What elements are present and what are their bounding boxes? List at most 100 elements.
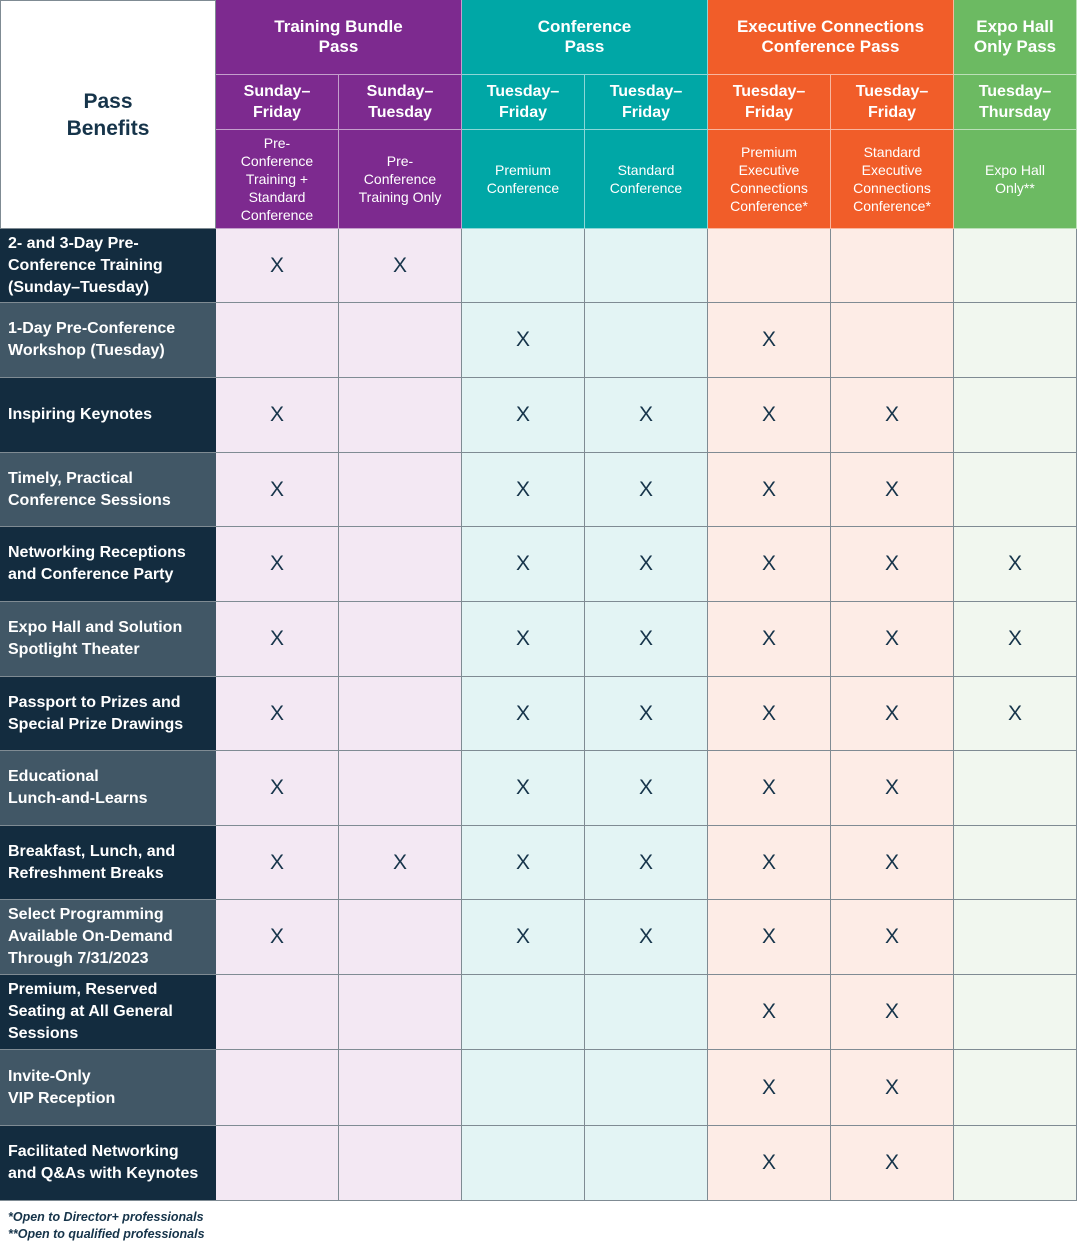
- included-mark: X: [392, 850, 407, 874]
- pass-description: Standard Executive Connections Conference*: [831, 130, 954, 229]
- pass-description-text-line: Conference: [240, 207, 314, 223]
- benefit-cell: [954, 751, 1077, 826]
- benefit-cell: [954, 900, 1077, 975]
- included-mark: X: [1007, 627, 1022, 650]
- pass-description-text-line: Conference: [609, 180, 683, 196]
- pass-dates-text: Sunday– Friday: [244, 81, 311, 123]
- pass-title: Executive Connections Conference Pass: [737, 17, 924, 57]
- included-mark: X: [515, 627, 530, 650]
- benefit-label-text: Invite-Only VIP Reception: [8, 1066, 115, 1110]
- included-mark: X: [884, 1075, 899, 1099]
- benefit-label: Educational Lunch-and-Learns: [0, 751, 216, 826]
- benefit-cell: [216, 975, 339, 1050]
- benefit-cell: X: [216, 677, 339, 751]
- benefit-label-text-line: Available On-Demand: [8, 928, 173, 945]
- pass-dates-text-line: Tuesday: [368, 104, 432, 121]
- benefit-label-text-line: 1-Day Pre-Conference: [8, 320, 176, 337]
- included-mark: X: [515, 850, 530, 874]
- benefit-cell: [954, 303, 1077, 378]
- included-mark: X: [884, 552, 899, 575]
- pass-dates-text: Tuesday– Thursday: [979, 81, 1052, 123]
- pass-benefits-title-line: Benefits: [66, 116, 150, 140]
- included-mark: X: [269, 403, 284, 426]
- benefit-cell: X: [216, 826, 339, 900]
- included-mark: X: [515, 552, 530, 575]
- benefit-cell: [339, 527, 462, 602]
- benefit-label-text-line: Sessions: [8, 1025, 79, 1042]
- benefit-cell: X: [585, 900, 708, 975]
- benefit-cell: X: [216, 378, 339, 453]
- benefit-cell: X: [708, 900, 831, 975]
- included-mark: X: [638, 776, 653, 799]
- pass-title-line: Pass: [564, 37, 605, 56]
- pass-description-text-line: Standard: [617, 162, 675, 178]
- pass-description-text: Pre- Conference Training Only: [359, 152, 442, 206]
- pass-title: Conference Pass: [538, 17, 632, 57]
- pass-description-text-line: Training Only: [358, 189, 442, 205]
- benefit-label-text-line: Premium, Reserved: [8, 981, 158, 998]
- benefit-cell: X: [462, 602, 585, 677]
- benefit-label-text: Facilitated Networking and Q&As with Keyn…: [8, 1141, 198, 1185]
- benefit-label-text-line: Passport to Prizes and: [8, 693, 181, 711]
- benefit-label: Networking Receptions and Conference Part…: [0, 527, 216, 602]
- included-mark: X: [638, 850, 653, 874]
- included-mark: X: [638, 552, 653, 575]
- benefit-label-text: 2- and 3-Day Pre- Conference Training (Sun…: [8, 233, 163, 299]
- footnotes: *Open to Director+ professionals **Open t…: [8, 1209, 205, 1243]
- benefit-cell: [954, 378, 1077, 453]
- benefit-cell: [462, 975, 585, 1050]
- benefit-label-text-line: Select Programming: [8, 906, 164, 923]
- benefit-cell: X: [831, 751, 954, 826]
- pass-description-text-line: Conference*: [853, 198, 931, 214]
- pass-description-text-line: Connections: [853, 180, 931, 196]
- pass-dates-text-line: Tuesday–: [732, 83, 806, 100]
- pass-description: Pre- Conference Training Only: [339, 130, 462, 229]
- pass-dates: Tuesday– Thursday: [954, 75, 1077, 130]
- benefit-cell: X: [708, 527, 831, 602]
- benefit-cell: X: [585, 378, 708, 453]
- benefit-label: Facilitated Networking and Q&As with Keyn…: [0, 1126, 216, 1201]
- benefit-cell: [339, 378, 462, 453]
- benefit-cell: X: [831, 602, 954, 677]
- included-mark: X: [884, 850, 899, 874]
- benefit-cell: X: [462, 453, 585, 527]
- included-mark: X: [761, 1075, 776, 1099]
- pass-header: Training Bundle Pass: [216, 0, 462, 75]
- pass-dates-text: Tuesday– Friday: [856, 81, 929, 123]
- benefit-label-text-line: Special Prize Drawings: [8, 715, 184, 733]
- benefit-cell: X: [216, 527, 339, 602]
- benefit-cell: X: [585, 527, 708, 602]
- included-mark: X: [884, 403, 899, 426]
- pass-description-text-line: Executive: [861, 162, 923, 178]
- included-mark: X: [884, 925, 899, 948]
- pass-header: Expo Hall Only Pass: [954, 0, 1077, 75]
- benefit-label-text-line: Seating at All General: [8, 1003, 173, 1020]
- pass-dates: Tuesday– Friday: [585, 75, 708, 130]
- pass-dates: Sunday– Friday: [216, 75, 339, 130]
- pass-dates-text-line: Friday: [252, 104, 301, 121]
- pass-description: Standard Conference: [585, 130, 708, 229]
- benefit-label: Invite-Only VIP Reception: [0, 1050, 216, 1126]
- benefit-cell: X: [585, 677, 708, 751]
- benefit-cell: [462, 1050, 585, 1126]
- benefit-cell: [954, 1050, 1077, 1126]
- pass-dates-text-line: Tuesday–: [855, 83, 929, 100]
- benefit-cell: X: [462, 378, 585, 453]
- benefit-label: Breakfast, Lunch, and Refreshment Breaks: [0, 826, 216, 900]
- included-mark: X: [761, 776, 776, 799]
- pass-description-text-line: Executive: [738, 162, 800, 178]
- included-mark: X: [761, 627, 776, 650]
- included-mark: X: [761, 701, 776, 725]
- benefit-cell: X: [831, 900, 954, 975]
- included-mark: X: [761, 403, 776, 426]
- benefit-cell: X: [954, 527, 1077, 602]
- included-mark: X: [515, 776, 530, 799]
- included-mark: X: [884, 776, 899, 799]
- pass-title-line: Conference: [537, 17, 632, 36]
- benefit-cell: [339, 453, 462, 527]
- benefit-label-text-line: and Conference Party: [8, 566, 174, 583]
- benefit-cell: X: [954, 677, 1077, 751]
- benefit-cell: X: [339, 229, 462, 303]
- pass-description: Premium Executive Connections Conference*: [708, 130, 831, 229]
- benefit-label: 1-Day Pre-Conference Workshop (Tuesday): [0, 303, 216, 378]
